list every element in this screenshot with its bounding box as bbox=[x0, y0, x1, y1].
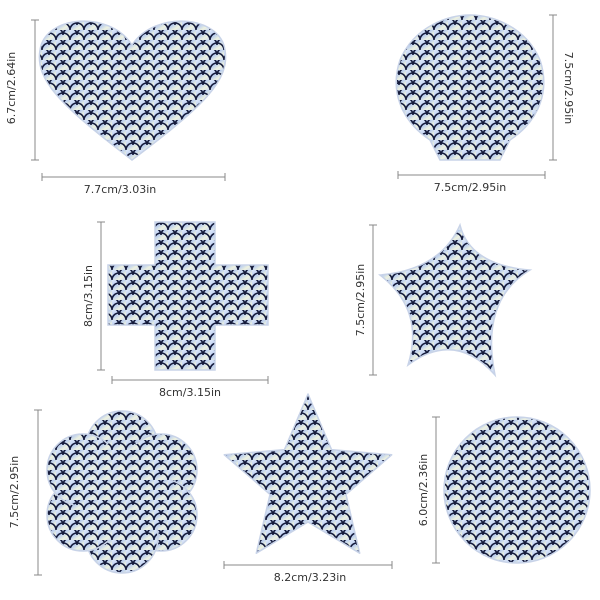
dimension-line bbox=[432, 416, 440, 564]
shell-shape bbox=[395, 14, 545, 161]
height-label: 8cm/3.15in bbox=[82, 265, 95, 327]
height-label: 7.5cm/2.95in bbox=[8, 456, 21, 529]
height-label: 7.5cm/2.95in bbox=[562, 52, 575, 125]
dimension-line bbox=[223, 561, 393, 569]
starfish-shape bbox=[378, 222, 533, 378]
dimension-line bbox=[97, 221, 269, 384]
dimension-line bbox=[31, 19, 226, 181]
heart-shape bbox=[38, 20, 227, 161]
circle-shape bbox=[443, 416, 591, 564]
dimension-line bbox=[34, 409, 42, 576]
star-shape bbox=[223, 393, 393, 554]
height-label: 6.0cm/2.36in bbox=[417, 454, 430, 527]
flower-shape bbox=[46, 410, 198, 574]
width-label: 8.2cm/3.23in bbox=[274, 571, 347, 584]
height-label: 6.7cm/2.64in bbox=[5, 52, 18, 125]
cross-shape bbox=[107, 221, 269, 371]
dimension-line bbox=[397, 14, 557, 179]
width-label: 8cm/3.15in bbox=[159, 386, 221, 399]
dimension-line bbox=[369, 224, 377, 376]
height-label: 7.5cm/2.95in bbox=[354, 264, 367, 337]
width-label: 7.7cm/3.03in bbox=[84, 183, 157, 196]
width-label: 7.5cm/2.95in bbox=[434, 181, 507, 194]
